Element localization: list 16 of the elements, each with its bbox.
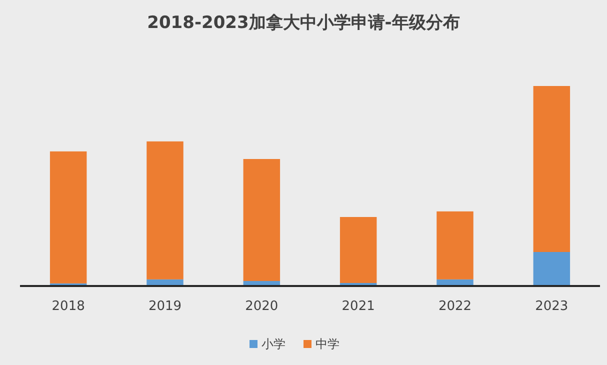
- bar: [436, 211, 474, 280]
- x-tick-label: 2020: [245, 299, 278, 314]
- bar: [243, 159, 280, 281]
- x-tick-label: 2023: [535, 299, 568, 314]
- legend-label: 小学: [262, 337, 286, 351]
- bar: [146, 141, 184, 280]
- bar: [533, 252, 570, 286]
- x-tick-label: 2019: [148, 299, 182, 314]
- legend-label: 中学: [316, 337, 340, 351]
- x-tick-label: 2022: [438, 299, 472, 314]
- bar: [533, 86, 570, 252]
- bar: [50, 151, 87, 284]
- x-tick-label: 2021: [342, 299, 375, 314]
- x-tick-label: 2018: [52, 299, 85, 314]
- bar: [340, 217, 377, 283]
- chart-title: 2018-2023加拿大中小学申请-年级分布: [147, 13, 460, 33]
